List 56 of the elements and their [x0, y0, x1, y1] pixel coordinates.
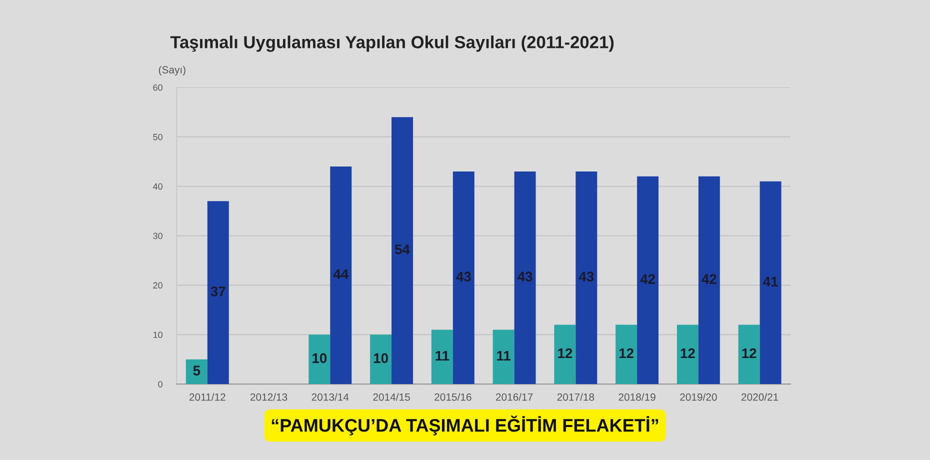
bar — [637, 176, 659, 384]
bar — [514, 171, 536, 384]
data-label: 41 — [763, 276, 778, 286]
data-label: 37 — [210, 286, 226, 296]
data-label: 43 — [578, 272, 594, 282]
bar — [452, 171, 474, 384]
data-label: 11 — [497, 350, 511, 360]
chart-title: Taşımalı Uygulaması Yapılan Okul Sayıları (2011-2021) — [170, 36, 614, 52]
x-tick-label: 2013/14 — [312, 393, 349, 401]
bar — [492, 330, 514, 384]
y-tick-label: 50 — [153, 134, 162, 140]
bar — [207, 201, 229, 384]
data-label: 10 — [312, 353, 327, 364]
data-label: 12 — [680, 348, 695, 358]
bar — [554, 324, 576, 384]
x-tick-label: 2011/12 — [189, 393, 226, 401]
data-label: 54 — [394, 244, 410, 254]
x-tick-label: 2020/21 — [742, 393, 778, 401]
data-label: 11 — [436, 350, 450, 360]
bar — [738, 324, 760, 384]
bar — [308, 334, 330, 384]
data-label: 42 — [702, 274, 716, 284]
data-label: 44 — [333, 269, 349, 279]
bar — [676, 324, 698, 384]
y-tick-label: 0 — [158, 381, 162, 388]
bar — [431, 330, 453, 384]
data-label: 12 — [619, 348, 634, 358]
y-tick-label: 30 — [153, 232, 162, 240]
x-tick-label: 2015/16 — [434, 393, 472, 401]
bar — [392, 117, 414, 384]
y-tick-label: 60 — [153, 84, 162, 91]
data-label: 43 — [456, 272, 471, 282]
data-label: 12 — [742, 348, 756, 358]
data-label: 10 — [374, 353, 388, 364]
bar — [186, 359, 208, 384]
bar — [370, 334, 392, 384]
data-label: 42 — [640, 274, 655, 284]
x-tick-label: 2018/19 — [618, 393, 656, 401]
data-label: 12 — [558, 348, 572, 358]
y-tick-label: 20 — [153, 282, 162, 289]
y-axis-title: (Sayı) — [158, 66, 186, 76]
x-tick-label: 2014/15 — [373, 393, 410, 401]
bar — [576, 171, 598, 384]
text: “PAMUKÇU’DA TAŞIMALI EĞİTİM FELAKETİ” — [272, 416, 658, 436]
x-tick-label: 2016/17 — [496, 393, 533, 401]
x-tick-label: 2019/20 — [680, 393, 717, 401]
data-label: 5 — [193, 366, 200, 376]
bar — [698, 176, 720, 384]
bar — [760, 181, 782, 384]
data-label: 43 — [518, 272, 532, 282]
y-tick-label: 10 — [153, 332, 162, 338]
x-tick-label: 2017/18 — [557, 393, 594, 401]
bar — [330, 166, 352, 384]
bar — [616, 324, 638, 384]
x-tick-label: 2012/13 — [250, 393, 288, 401]
y-tick-label: 40 — [152, 183, 162, 190]
